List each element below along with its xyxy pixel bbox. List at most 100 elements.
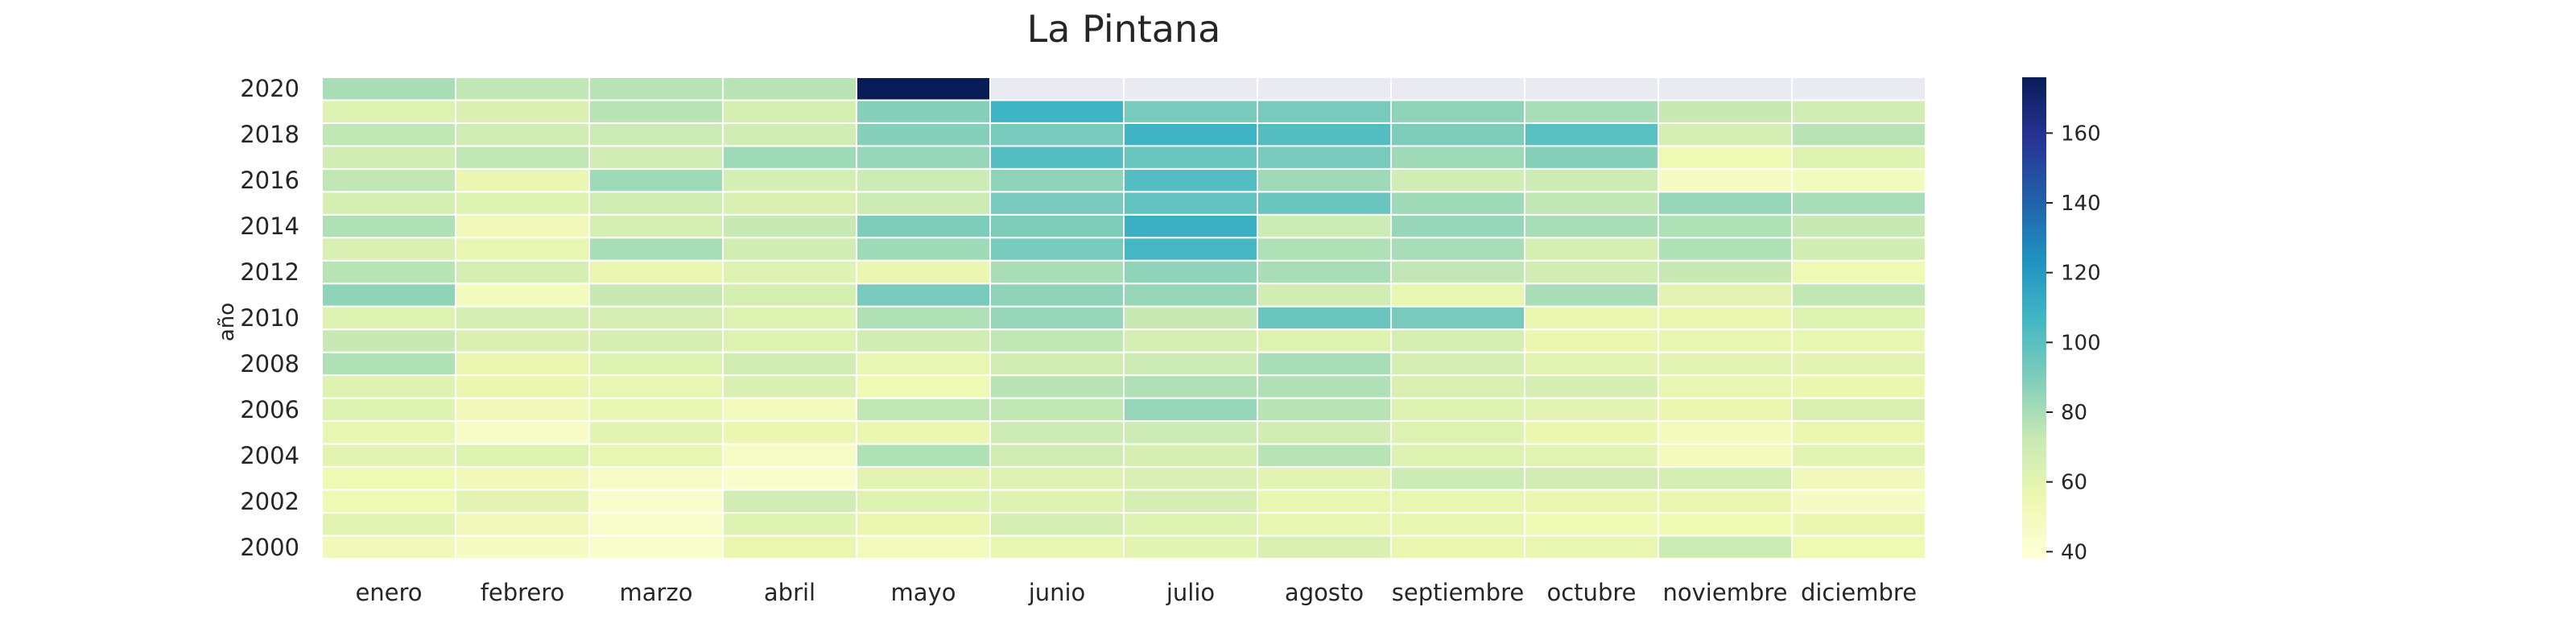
heatmap-cell [1524,237,1659,262]
heatmap-cell [1524,283,1659,308]
heatmap-cell [989,191,1125,216]
heatmap-cell [1657,145,1793,170]
heatmap-cell [722,145,857,170]
heatmap-cell [1657,99,1793,124]
heatmap-cell [722,167,857,193]
heatmap-cell [1390,397,1525,423]
heatmap-cell [588,420,724,445]
heatmap-cell [1657,76,1793,101]
heatmap-cell [1390,512,1525,537]
heatmap-cell [1123,351,1258,377]
heatmap-cell [1524,443,1659,469]
heatmap-cell [856,191,991,216]
heatmap-cell [1390,305,1525,331]
heatmap-cell [1657,489,1793,514]
heatmap-cell [1123,512,1258,537]
heatmap-cell [1257,305,1392,331]
heatmap-cell [1123,305,1258,331]
heatmap-cell [1390,351,1525,377]
heatmap-cell [455,512,590,537]
heatmap-cell [455,535,590,560]
heatmap-cell [455,420,590,445]
heatmap-cell [856,397,991,423]
heatmap-cell [722,512,857,537]
heatmap-cell [588,213,724,239]
y-tick-labels: 2020 2018 2016 2014 2012 2010 2008 2006 2004 2002… [240,75,299,561]
heatmap-cell [321,397,456,423]
x-tick-labels: enero febrero marzo abril mayo junio julio agos… [355,579,1917,606]
heatmap-cell [1657,167,1793,193]
heatmap-cell [455,305,590,331]
heatmap-cell [455,351,590,377]
heatmap-cell [856,305,991,331]
heatmap-cell [588,76,724,101]
heatmap-cell [455,167,590,193]
heatmap-cell [1657,237,1793,262]
x-tick-label: enero [355,579,422,606]
heatmap-cell [856,466,991,491]
heatmap-cell [1791,76,1926,101]
heatmap-cell [455,76,590,101]
heatmap-cell [1791,374,1926,399]
heatmap-cell [455,99,590,124]
heatmap-cell [1123,328,1258,353]
y-axis-label: año [215,303,239,341]
x-tick-label: julio [1166,579,1215,606]
heatmap-cell [1657,374,1793,399]
heatmap-cell [1791,328,1926,353]
heatmap-cell [1657,351,1793,377]
heatmap-cell [989,328,1125,353]
y-tick-label: 2016 [240,167,299,194]
heatmap-cell [1390,122,1525,147]
heatmap-cell [588,489,724,514]
heatmap-cell [1123,466,1258,491]
heatmap-cell [1123,191,1258,216]
heatmap-cell [1390,191,1525,216]
heatmap-cell [1390,167,1525,193]
x-tick-label: agosto [1285,579,1364,606]
heatmap-cell [455,443,590,469]
heatmap-cell [1390,76,1525,101]
heatmap-cell [1524,191,1659,216]
colorbar-tick-label: 140 [2061,192,2101,216]
heatmap-cell [321,466,456,491]
heatmap-cell [989,374,1125,399]
heatmap-cell [1123,122,1258,147]
heatmap-cell [1257,489,1392,514]
heatmap-cell [1791,305,1926,331]
y-tick-label: 2020 [240,75,299,102]
heatmap-cell [1657,443,1793,469]
heatmap-cell [455,191,590,216]
heatmap-cell [455,489,590,514]
heatmap-cell [1390,237,1525,262]
heatmap-cell [588,512,724,537]
heatmap-cell [1524,259,1659,285]
heatmap-cell [1657,420,1793,445]
y-tick-label: 2002 [240,488,299,515]
heatmap-cell [455,374,590,399]
x-tick-label: marzo [620,579,693,606]
heatmap-cell [1524,328,1659,353]
heatmap-cell [588,259,724,285]
heatmap-cell [1390,374,1525,399]
heatmap-cell [588,535,724,560]
heatmap-cell [1657,305,1793,331]
colorbar-tick-label: 40 [2061,540,2087,564]
heatmap-cell [1390,443,1525,469]
y-tick-label: 2000 [240,534,299,561]
heatmap-cell [1524,122,1659,147]
heatmap-cell [722,443,857,469]
colorbar-ticks: 40 60 80 100 120 140 160 [2046,122,2101,564]
heatmap-cell [856,76,991,101]
heatmap-cell [989,305,1125,331]
heatmap-cell [989,489,1125,514]
heatmap-cell [1524,351,1659,377]
heatmap-cell [455,122,590,147]
heatmap-cell [588,167,724,193]
heatmap-cell [989,76,1125,101]
heatmap-cell [1657,259,1793,285]
heatmap-cell [856,237,991,262]
heatmap-cell [1791,122,1926,147]
heatmap-cell [1123,283,1258,308]
heatmap-cell [321,99,456,124]
